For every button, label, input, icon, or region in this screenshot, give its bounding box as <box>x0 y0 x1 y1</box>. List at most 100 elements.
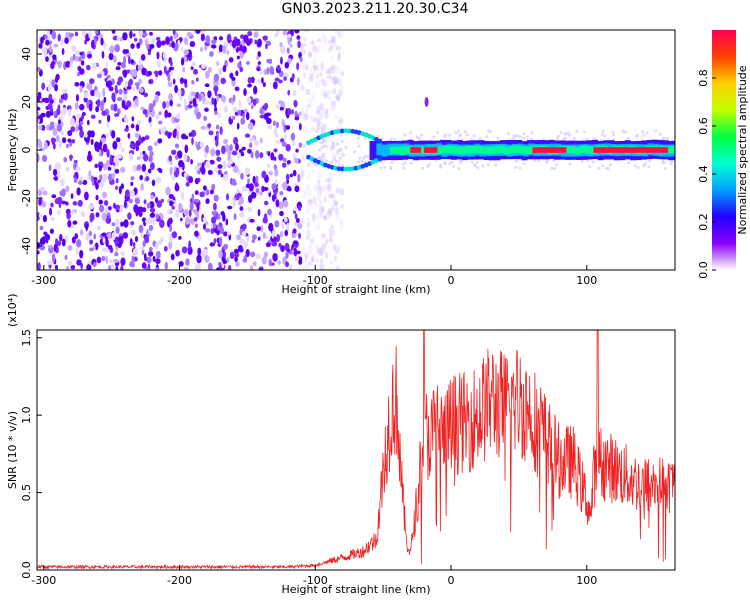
noise-speck <box>307 98 311 104</box>
noise-speck <box>204 83 210 88</box>
noise-speck <box>250 191 257 199</box>
noise-speck <box>107 232 113 240</box>
noise-speck <box>325 252 329 259</box>
noise-speck <box>291 73 295 80</box>
noise-speck <box>175 154 179 160</box>
noise-speck <box>319 72 323 78</box>
signal-band-inner <box>666 146 673 154</box>
noise-speck <box>232 165 239 173</box>
halo-speck <box>335 159 339 163</box>
noise-speck <box>288 186 292 192</box>
noise-speck <box>297 40 301 49</box>
noise-speck <box>322 36 328 45</box>
noise-speck <box>113 258 119 263</box>
noise-speck <box>37 189 43 197</box>
noise-speck <box>188 240 192 249</box>
noise-speck <box>128 152 134 161</box>
noise-speck <box>248 137 255 143</box>
halo-speck <box>642 164 646 168</box>
noise-speck <box>64 254 68 261</box>
noise-speck <box>316 171 321 180</box>
noise-speck <box>67 219 72 228</box>
noise-speck <box>330 89 337 95</box>
noise-speck <box>67 245 73 251</box>
halo-speck <box>409 161 413 165</box>
noise-speck <box>331 229 335 237</box>
halo-speck <box>476 165 480 169</box>
noise-speck <box>56 124 63 132</box>
noise-speck <box>226 193 229 201</box>
noise-speck <box>65 143 69 149</box>
noise-speck <box>252 98 257 106</box>
noise-speck <box>108 259 113 264</box>
halo-speck <box>360 159 364 163</box>
noise-speck <box>184 144 189 154</box>
noise-speck <box>130 229 137 236</box>
noise-speck <box>332 76 336 82</box>
signal-band-inner <box>395 146 402 154</box>
noise-speck <box>114 218 120 227</box>
noise-speck <box>311 169 315 174</box>
noise-speck <box>116 35 121 43</box>
noise-speck <box>317 120 322 126</box>
noise-speck <box>231 181 238 186</box>
noise-speck <box>325 70 330 75</box>
halo-speck <box>593 137 597 141</box>
noise-speck <box>90 138 94 146</box>
noise-speck <box>280 46 286 55</box>
noise-speck <box>305 88 311 96</box>
noise-speck <box>199 46 204 53</box>
noise-speck <box>211 97 215 105</box>
noise-speck <box>121 99 126 109</box>
noise-speck <box>71 45 77 52</box>
noise-speck <box>222 259 228 265</box>
x-tick-label: 0 <box>448 274 455 287</box>
noise-speck <box>285 108 289 117</box>
noise-speck <box>155 36 161 41</box>
noise-speck <box>274 168 279 177</box>
noise-speck <box>175 182 179 191</box>
noise-speck <box>196 203 200 212</box>
noise-speck <box>132 85 136 92</box>
noise-speck <box>184 171 189 177</box>
noise-speck <box>132 143 137 148</box>
noise-speck <box>169 166 173 176</box>
noise-speck <box>320 61 324 71</box>
noise-speck <box>79 229 84 236</box>
noise-speck <box>336 54 341 63</box>
noise-speck <box>316 106 321 113</box>
halo-speck <box>601 164 605 168</box>
noise-speck <box>107 80 113 87</box>
noise-speck <box>102 88 106 97</box>
noise-speck <box>75 94 79 102</box>
halo-speck <box>339 147 343 151</box>
halo-speck <box>585 137 589 141</box>
noise-speck <box>247 31 253 37</box>
noise-speck <box>213 238 217 244</box>
noise-speck <box>239 206 244 211</box>
noise-speck <box>85 232 90 241</box>
halo-speck <box>601 129 605 133</box>
noise-speck <box>169 223 173 232</box>
noise-speck <box>183 78 188 85</box>
noise-speck <box>120 257 126 266</box>
noise-speck <box>149 150 154 157</box>
noise-speck <box>316 214 322 219</box>
noise-speck <box>300 107 305 115</box>
signal-band-inner <box>585 146 592 154</box>
noise-speck <box>216 267 220 270</box>
noise-speck <box>242 113 246 119</box>
noise-speck <box>113 155 119 164</box>
noise-speck <box>235 143 239 151</box>
noise-speck <box>156 200 162 208</box>
noise-speck <box>101 247 107 252</box>
signal-arm <box>377 138 383 144</box>
noise-speck <box>141 136 146 142</box>
noise-speck <box>55 134 60 143</box>
noise-speck <box>285 143 291 152</box>
halo-speck <box>514 165 518 169</box>
noise-speck <box>175 167 180 176</box>
noise-speck <box>237 152 241 159</box>
halo-speck <box>331 141 335 145</box>
noise-speck <box>249 218 255 223</box>
